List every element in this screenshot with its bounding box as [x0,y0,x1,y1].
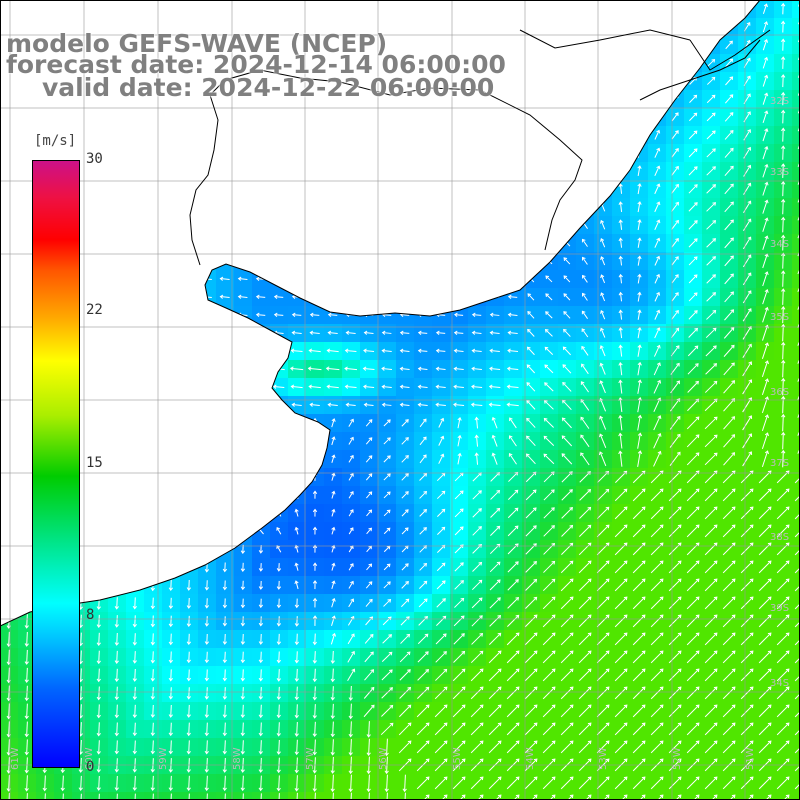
lon-label: 54W [525,747,536,770]
wind-cell [792,378,800,396]
lat-label: 32S [770,96,789,107]
wind-cell [792,702,800,720]
colorbar-tick-22: 22 [86,302,103,318]
wind-cell [792,216,800,234]
wind-cell [630,792,648,800]
wind-cell [792,522,800,540]
wind-cell [792,360,800,378]
lat-label: 36S [770,387,789,398]
wind-cell [792,180,800,198]
wind-cell [792,738,800,756]
colorbar-tick-8: 8 [86,607,95,623]
wind-cell [792,414,800,432]
wind-cell [756,792,774,800]
wind-cell [414,792,432,800]
wind-cell [468,792,486,800]
wind-cell [558,792,576,800]
wind-cell [792,432,800,450]
lon-label: 52W [672,747,683,770]
wind-cell [792,504,800,522]
lon-label: 53W [598,747,609,770]
wind-cell [738,792,756,800]
wind-cell [486,792,504,800]
lat-label: 35S [770,312,789,323]
lat-label: 34S [770,239,789,250]
lon-label: 55W [452,747,463,770]
lat-label: 34S [770,678,789,689]
lat-label: 38S [770,532,789,543]
wind-cell [648,792,666,800]
lon-label: 57W [305,747,316,770]
wind-cell [792,90,800,108]
colorbar-tick-15: 15 [86,455,103,471]
wind-cell [504,792,522,800]
wind-cell [792,0,800,18]
wind-cell [792,720,800,738]
wind-cell [792,666,800,684]
wind-cell [792,468,800,486]
wind-cell [612,792,630,800]
lat-label: 39S [770,603,789,614]
wind-cell [792,288,800,306]
wind-cell [792,792,800,800]
wind-cell [702,792,720,800]
wind-cell [792,396,800,414]
wind-cell [432,792,450,800]
colorbar-units: [m/s] [34,133,77,149]
wind-cell [792,630,800,648]
wind-cell [792,72,800,90]
wind-cell [792,684,800,702]
lat-label: 33S [770,167,789,178]
wind-cell [792,18,800,36]
wind-cell [594,792,612,800]
wind-cell [792,558,800,576]
wind-cell [792,342,800,360]
wind-cell [792,576,800,594]
valid-date: valid date: 2024-12-22 06:00:00 [42,73,495,102]
wind-cell [720,792,738,800]
wind-cell [792,108,800,126]
wind-cell [540,792,558,800]
wind-cell [774,792,792,800]
wind-cell [450,792,468,800]
wind-cell [792,774,800,792]
lon-label: 58W [232,747,243,770]
wind-cell [684,792,702,800]
lat-label: 37S [770,458,789,469]
wind-cell [792,126,800,144]
wind-cell [792,234,800,252]
wind-cell [792,162,800,180]
colorbar-tick-30: 30 [86,151,103,167]
wind-cell [792,594,800,612]
wind-cell [792,450,800,468]
wind-cell [792,612,800,630]
wind-cell [576,792,594,800]
wind-cell [666,792,684,800]
wind-cell [792,540,800,558]
lon-label: 59W [158,747,169,770]
wind-cell [792,54,800,72]
wind-cell [792,144,800,162]
colorbar-tick-0: 0 [86,759,95,775]
wind-cell [792,252,800,270]
wind-cell [792,324,800,342]
colorbar [32,160,80,768]
wind-cell [792,648,800,666]
lon-label: 61W [10,747,21,770]
wind-cell [792,306,800,324]
wind-cell [792,198,800,216]
wind-cell [792,36,800,54]
lon-label: 56W [378,747,389,770]
wind-cell [792,270,800,288]
wind-cell [792,486,800,504]
lon-label: 51W [745,747,756,770]
